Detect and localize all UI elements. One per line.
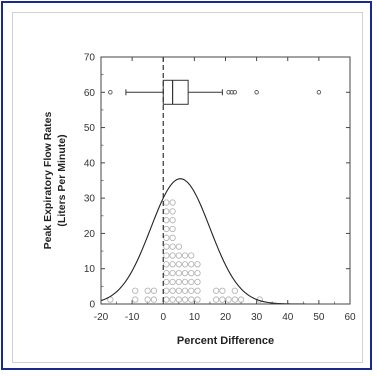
histogram-dot: [169, 208, 176, 215]
histogram-dot: [175, 261, 182, 268]
y-tick-label: 50: [84, 123, 96, 134]
histogram-dot: [175, 296, 182, 303]
histogram-dot: [163, 225, 170, 233]
histogram-dot: [237, 296, 245, 303]
boxplot-outlier: [108, 90, 113, 95]
y-axis-label-line2: (Liters Per Minute): [56, 134, 68, 226]
boxplot: [108, 79, 322, 105]
histogram-dot: [169, 278, 176, 286]
histogram-dot: [150, 296, 158, 303]
histogram-dot: [169, 199, 176, 206]
histogram-dot: [169, 217, 176, 224]
y-tick-label: 10: [84, 264, 96, 275]
histogram-dot: [132, 296, 139, 303]
histogram-dot: [163, 243, 170, 250]
figure-frame: 0 10 20 30 40 50 60 70 -20 -10 0 10 20 30 40 50 60 Perc…: [1, 1, 372, 370]
histogram-dot: [213, 287, 220, 294]
histogram-dot: [175, 278, 182, 286]
histogram-dot: [231, 287, 239, 294]
histogram-dot: [188, 278, 195, 286]
y-tick-label: 70: [84, 53, 96, 64]
histogram-dot: [188, 261, 195, 268]
histogram-dot: [181, 296, 189, 303]
histogram-dot: [194, 287, 201, 294]
histogram-dot: [219, 296, 226, 303]
y-tick-label: 30: [84, 194, 96, 205]
x-tick-label: 0: [160, 312, 166, 323]
histogram-dot: [225, 296, 232, 303]
normal-curve: [100, 178, 350, 305]
chart-panel: 0 10 20 30 40 50 60 70 -20 -10 0 10 20 30 40 50 60 Perc…: [12, 12, 363, 363]
boxplot-outlier: [232, 90, 238, 95]
x-axis-label: Percent Difference: [177, 335, 274, 347]
histogram-dot: [194, 296, 201, 303]
histogram-dot: [163, 269, 170, 277]
histogram-dot: [188, 287, 195, 294]
y-tick-label: 60: [84, 88, 96, 99]
y-tick-label: 40: [84, 158, 96, 169]
x-tick-label: 40: [282, 312, 294, 323]
histogram-dot: [163, 296, 170, 303]
boxplot-box: [162, 79, 189, 105]
boxplot-outlier: [229, 90, 234, 95]
boxplot-outlier: [226, 90, 231, 95]
histogram-dot: [150, 287, 158, 294]
x-tick-label: -20: [94, 312, 109, 323]
plot-area-border: [100, 56, 351, 305]
histogram-dot: [175, 252, 182, 259]
x-tick-label: 30: [251, 312, 263, 323]
histogram-dot: [163, 234, 170, 242]
histogram-dot: [169, 287, 176, 294]
histogram-dot: [194, 269, 201, 277]
histogram-dot: [163, 208, 170, 215]
x-tick-label: 60: [344, 312, 356, 323]
x-tick-label: -10: [125, 312, 140, 323]
histogram-dot: [169, 243, 176, 250]
y-tick-label: 0: [89, 300, 95, 311]
histogram-dot: [169, 261, 176, 268]
histogram-dot: [219, 287, 226, 294]
histogram-dot: [181, 278, 189, 286]
histogram-dot: [163, 278, 170, 286]
histogram-dot: [163, 287, 170, 294]
y-axis-label-line1: Peak Expiratory Flow Rates: [42, 111, 54, 249]
y-tick-label: 20: [84, 229, 96, 240]
histogram-dot: [231, 296, 239, 303]
chart-svg: 0 10 20 30 40 50 60 70 -20 -10 0 10 20 30 40 50 60 Perc…: [42, 53, 356, 348]
histogram-dot: [181, 287, 189, 294]
x-axis-ticks: -20 -10 0 10 20 30 40 50 60: [94, 57, 356, 323]
y-axis-ticks: 0 10 20 30 40 50 60 70: [84, 53, 350, 311]
x-tick-label: 20: [220, 312, 232, 323]
histogram-dot: [188, 269, 195, 277]
histogram-dot: [169, 252, 176, 259]
histogram-dot: [213, 296, 220, 303]
histogram-dot: [163, 199, 170, 206]
histogram-dot: [169, 225, 176, 233]
histogram-dot: [175, 243, 182, 250]
histogram-dot: [194, 261, 201, 268]
histogram-dot: [169, 269, 176, 277]
histogram-dot: [144, 287, 151, 294]
histogram-dot: [132, 287, 139, 294]
histogram-dot: [144, 296, 151, 303]
histogram-dot: [181, 269, 189, 277]
boxplot-outlier: [316, 90, 322, 95]
x-tick-label: 50: [313, 312, 325, 323]
histogram-dot: [175, 287, 182, 294]
histogram-dot: [188, 252, 195, 259]
histogram-dot: [169, 296, 176, 303]
histogram-dot: [181, 252, 189, 259]
histogram-dot: [163, 261, 170, 268]
boxplot-outlier: [254, 90, 259, 95]
histogram-dot: [163, 217, 170, 224]
histogram-dot: [163, 252, 170, 259]
histogram-dot: [175, 269, 182, 277]
histogram-dot: [181, 261, 189, 268]
histogram: [107, 199, 263, 303]
histogram-dot: [194, 278, 201, 286]
x-tick-label: 10: [189, 312, 201, 323]
histogram-dot: [188, 296, 195, 303]
histogram-dot: [169, 234, 176, 242]
